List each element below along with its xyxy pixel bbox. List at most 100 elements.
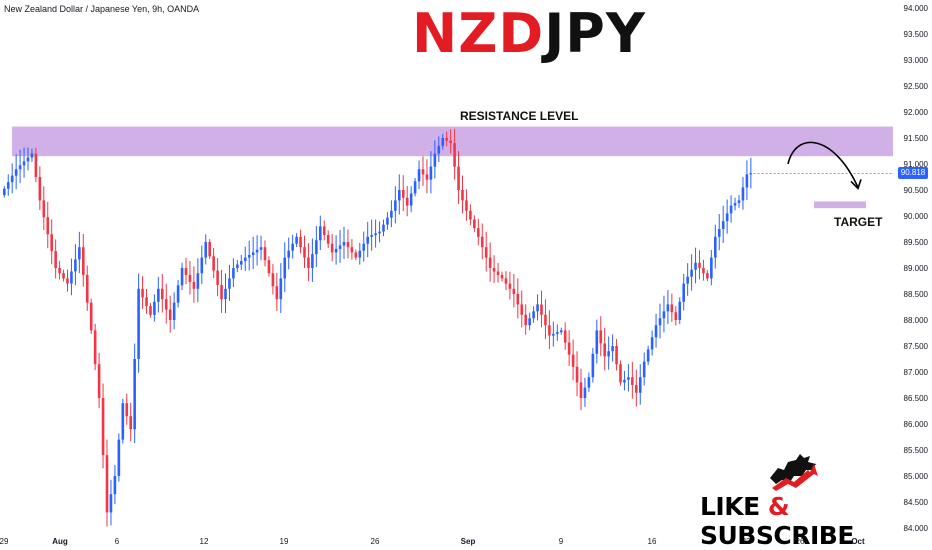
candle-body	[14, 169, 18, 176]
candle-body	[619, 364, 622, 383]
x-tick-label: 19	[280, 537, 289, 546]
title-jpy: JPY	[544, 2, 646, 65]
candle-body	[749, 173, 753, 175]
x-tick-label: Aug	[52, 537, 68, 546]
candle-body	[441, 138, 445, 146]
candle-body	[733, 203, 737, 206]
candle-body	[6, 182, 10, 189]
candle-body	[449, 140, 452, 144]
candle-body	[113, 476, 117, 495]
candle-body	[662, 311, 666, 319]
candle-body	[10, 175, 14, 183]
candle-body	[710, 257, 713, 279]
candle-body	[82, 247, 85, 275]
candle-body	[417, 169, 421, 182]
candle-body	[729, 205, 733, 214]
candle-body	[429, 166, 433, 180]
title-nzd: NZD	[412, 2, 545, 65]
candle-body	[579, 382, 583, 398]
candle-body	[694, 262, 697, 270]
candle-body	[319, 226, 322, 241]
candle-body	[425, 174, 429, 180]
candle-body	[338, 245, 342, 249]
candle-body	[658, 318, 662, 326]
candle-body	[642, 361, 646, 378]
candle-body	[275, 286, 279, 300]
candle-body	[398, 190, 401, 201]
y-tick-label: 85.000	[904, 472, 929, 481]
candle-body	[161, 288, 164, 300]
candle-body	[690, 269, 693, 277]
candle-body	[326, 235, 330, 244]
candle-body	[607, 351, 610, 357]
candle-body	[595, 330, 599, 354]
candle-body	[563, 330, 567, 343]
candle-body	[394, 200, 397, 211]
candle-body	[46, 217, 50, 235]
candle-body	[370, 235, 373, 237]
candle-body	[137, 288, 140, 359]
candle-body	[461, 190, 464, 201]
cta-like: LIKE	[700, 492, 768, 521]
candle-body	[307, 257, 310, 268]
forecast-arrowhead	[850, 179, 862, 190]
candle-body	[196, 273, 200, 289]
candle-body	[532, 311, 535, 319]
candle-body	[62, 273, 65, 279]
candle-body	[74, 259, 77, 272]
candle-body	[283, 257, 287, 279]
candle-body	[334, 248, 338, 253]
y-tick-label: 92.000	[904, 108, 929, 117]
candle-body	[311, 254, 314, 268]
candle-body	[228, 278, 231, 289]
y-tick-label: 87.000	[904, 368, 929, 377]
candle-body	[646, 349, 650, 362]
candle-body	[603, 343, 606, 357]
candle-body	[184, 268, 188, 275]
candle-body	[255, 249, 259, 253]
y-tick-label: 90.500	[904, 186, 929, 195]
candle-body	[682, 283, 685, 302]
candle-body	[678, 301, 682, 320]
candle-body	[216, 270, 219, 285]
candle-body	[66, 278, 69, 284]
candle-body	[508, 283, 512, 289]
candle-body	[232, 268, 235, 279]
candle-body	[374, 233, 377, 236]
y-tick-label: 85.500	[904, 446, 929, 455]
candle-body	[176, 285, 180, 303]
candle-body	[346, 242, 350, 248]
candle-body	[559, 330, 563, 333]
candle-body	[382, 224, 385, 232]
candle-body	[615, 346, 618, 365]
candle-body	[591, 353, 595, 378]
candle-body	[259, 247, 263, 250]
candle-body	[30, 153, 34, 158]
candle-body	[386, 217, 389, 225]
candle-body	[654, 325, 658, 338]
candle-body	[224, 288, 227, 300]
candle-body	[725, 213, 729, 222]
candle-body	[741, 187, 745, 201]
cta-amp: &	[767, 492, 790, 521]
candle-body	[247, 255, 251, 258]
forecast-curve	[787, 141, 859, 188]
candle-body	[556, 332, 559, 334]
candle-body	[251, 252, 255, 255]
candle-body	[627, 377, 630, 380]
candle-body	[34, 153, 38, 177]
candle-body	[125, 403, 129, 417]
x-tick-label: Sep	[461, 537, 476, 546]
candle-body	[469, 210, 472, 220]
y-tick-label: 88.000	[904, 316, 929, 325]
candle-body	[362, 243, 366, 251]
candle-body	[698, 262, 701, 268]
x-tick-label: 6	[115, 537, 120, 546]
candle-body	[453, 143, 456, 167]
candle-body	[101, 398, 105, 456]
y-tick-label: 93.500	[904, 30, 929, 39]
y-tick-label: 89.500	[904, 238, 929, 247]
candle-body	[524, 314, 527, 326]
target-label: TARGET	[834, 215, 883, 229]
